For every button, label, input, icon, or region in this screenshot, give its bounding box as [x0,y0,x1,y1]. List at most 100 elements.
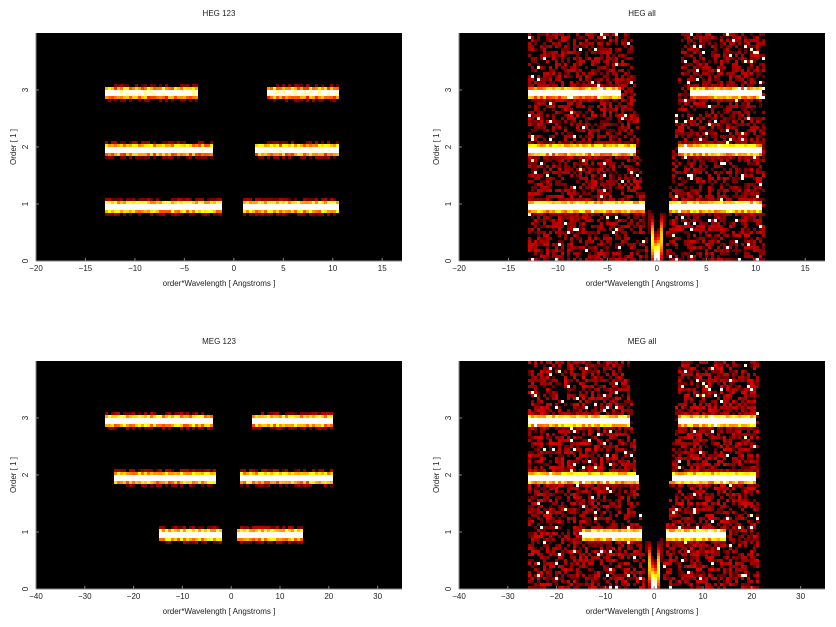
heatmap-cell [612,162,615,165]
heatmap-cell [570,201,573,204]
heatmap-cell [192,90,195,93]
heatmap-cell [189,156,192,159]
heatmap-cell [105,424,108,427]
heatmap-cell [543,96,546,99]
heatmap-cell [609,42,612,45]
heatmap-cell [555,45,558,48]
heatmap-cell [606,246,609,249]
heatmap-cell [573,84,576,87]
heatmap-cell [546,255,549,258]
heatmap-cell [762,96,765,99]
heatmap-cell [681,228,684,231]
heatmap-cell [192,213,195,216]
heatmap-cell [204,201,207,204]
heatmap-cell [180,529,183,532]
heatmap-cell [159,93,162,96]
heatmap-cell [708,156,711,159]
heatmap-cell [543,99,546,102]
heatmap-cell [717,126,720,129]
heatmap-cell [540,243,543,246]
heatmap-cell [591,240,594,243]
heatmap-cell [120,481,123,484]
heatmap-cell [567,249,570,252]
heatmap-cell [621,111,624,114]
heatmap-cell [576,174,579,177]
heatmap-cell [654,231,657,234]
heatmap-cell [672,156,675,159]
heatmap-cell [750,120,753,123]
heatmap-cell [576,213,579,216]
heatmap-cell [561,111,564,114]
heatmap-cell [582,129,585,132]
heatmap-cell [615,42,618,45]
heatmap-cell [282,153,285,156]
heatmap-cell [696,207,699,210]
heatmap-cell [723,195,726,198]
heatmap-cell [741,102,744,105]
heatmap-cell [738,258,741,261]
heatmap-cell [684,66,687,69]
heatmap-cell [162,144,165,147]
heatmap-cell [564,135,567,138]
heatmap-cell [756,168,759,171]
heatmap-cell [699,225,702,228]
heatmap-cell [612,84,615,87]
heatmap-cell [561,249,564,252]
heatmap-cell [168,421,171,424]
heatmap-cell [576,123,579,126]
heatmap-cell [591,129,594,132]
heatmap-cell [615,63,618,66]
heatmap-cell [528,78,531,81]
heatmap-cell [153,418,156,421]
heatmap-cell [618,183,621,186]
heatmap-cell [216,535,219,538]
heatmap-cell [171,90,174,93]
heatmap-cell [582,246,585,249]
heatmap-cell [144,415,147,418]
heatmap-cell [756,204,759,207]
heatmap-cell [153,424,156,427]
heatmap-cell [720,198,723,201]
heatmap-cell [741,78,744,81]
heatmap-cell [645,246,648,249]
heatmap-cell [192,529,195,532]
heatmap-cell [300,213,303,216]
heatmap-cell [687,87,690,90]
heatmap-cell [528,120,531,123]
heatmap-cell [750,66,753,69]
heatmap-cell [612,144,615,147]
heatmap-cell [177,535,180,538]
heatmap-cell [582,42,585,45]
heatmap-cell [624,219,627,222]
heatmap-cell [762,198,765,201]
heatmap-cell [732,225,735,228]
heatmap-cell [591,132,594,135]
heatmap-cell [633,171,636,174]
heatmap-cell [744,75,747,78]
heatmap-cell [561,150,564,153]
heatmap-cell [696,123,699,126]
heatmap-cell [636,138,639,141]
heatmap-cell [159,201,162,204]
heatmap-cell [612,210,615,213]
heatmap-cell [573,171,576,174]
heatmap-cell [726,141,729,144]
heatmap-cell [168,153,171,156]
heatmap-cell [576,75,579,78]
heatmap-cell [675,198,678,201]
heatmap-cell [672,174,675,177]
heatmap-cell [585,213,588,216]
heatmap-cell [132,412,135,415]
heatmap-cell [531,99,534,102]
heatmap-cell [168,532,171,535]
heatmap-cell [702,150,705,153]
heatmap-cell [564,138,567,141]
heatmap-cell [552,93,555,96]
heatmap-cell [711,210,714,213]
heatmap-cell [183,207,186,210]
heatmap-cell [174,150,177,153]
heatmap-cell [621,96,624,99]
heatmap-cell [318,147,321,150]
heatmap-cell [618,63,621,66]
heatmap-cell [708,87,711,90]
